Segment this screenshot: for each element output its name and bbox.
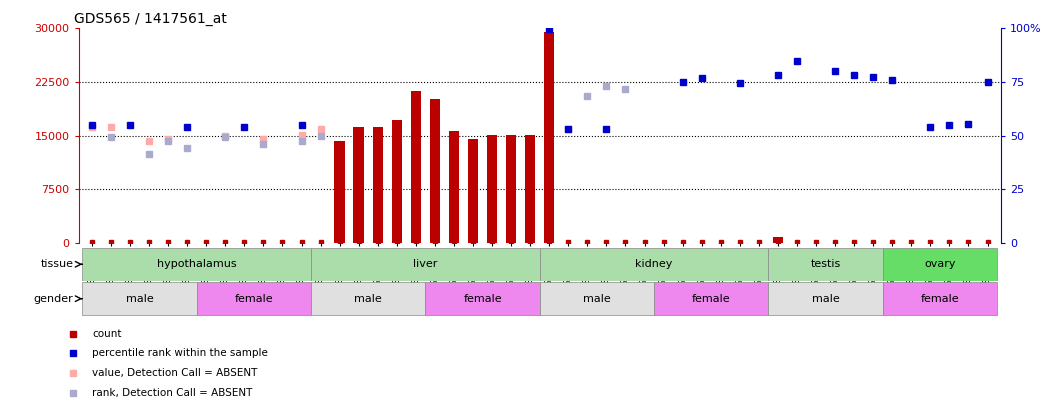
Text: male: male: [126, 294, 153, 304]
Bar: [544, 32, 554, 243]
Bar: [353, 127, 364, 243]
Bar: [411, 91, 421, 243]
Bar: [654, 282, 768, 315]
Text: female: female: [920, 294, 959, 304]
Bar: [311, 282, 425, 315]
Bar: [449, 131, 459, 243]
Text: female: female: [463, 294, 502, 304]
Bar: [525, 135, 536, 243]
Text: male: male: [354, 294, 383, 304]
Bar: [768, 248, 882, 281]
Text: count: count: [92, 329, 122, 339]
Text: female: female: [692, 294, 730, 304]
Bar: [334, 141, 345, 243]
Bar: [506, 135, 517, 243]
Bar: [372, 127, 383, 243]
Text: rank, Detection Call = ABSENT: rank, Detection Call = ABSENT: [92, 388, 253, 398]
Bar: [772, 237, 783, 243]
Text: GDS565 / 1417561_at: GDS565 / 1417561_at: [74, 12, 226, 26]
Bar: [197, 282, 311, 315]
Text: tissue: tissue: [41, 259, 73, 269]
Text: percentile rank within the sample: percentile rank within the sample: [92, 348, 268, 358]
Text: hypothalamus: hypothalamus: [157, 259, 237, 269]
Bar: [882, 282, 997, 315]
Text: female: female: [235, 294, 274, 304]
Text: ovary: ovary: [924, 259, 956, 269]
Text: male: male: [811, 294, 839, 304]
Bar: [425, 282, 540, 315]
Bar: [430, 99, 440, 243]
Bar: [311, 248, 540, 281]
Bar: [83, 248, 311, 281]
Bar: [83, 282, 197, 315]
Text: value, Detection Call = ABSENT: value, Detection Call = ABSENT: [92, 368, 258, 378]
Text: testis: testis: [810, 259, 840, 269]
Bar: [540, 282, 654, 315]
Text: male: male: [583, 294, 611, 304]
Text: kidney: kidney: [635, 259, 673, 269]
Bar: [467, 139, 478, 243]
Bar: [392, 120, 402, 243]
Bar: [487, 135, 498, 243]
Text: gender: gender: [34, 294, 73, 304]
Bar: [540, 248, 768, 281]
Text: liver: liver: [413, 259, 438, 269]
Bar: [768, 282, 882, 315]
Bar: [882, 248, 997, 281]
